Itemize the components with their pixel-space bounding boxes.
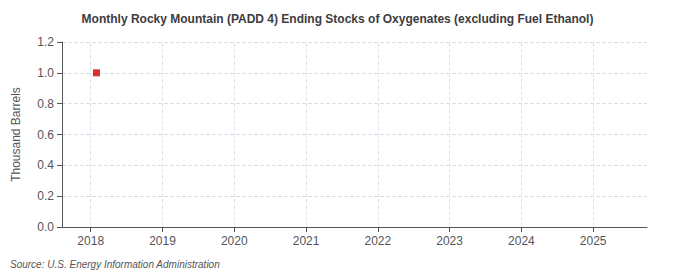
svg-text:Thousand Barrels: Thousand Barrels bbox=[9, 87, 23, 182]
svg-text:2021: 2021 bbox=[293, 234, 320, 248]
svg-text:0.4: 0.4 bbox=[37, 158, 54, 172]
svg-text:0.2: 0.2 bbox=[37, 189, 54, 203]
svg-text:0.6: 0.6 bbox=[37, 128, 54, 142]
svg-text:2018: 2018 bbox=[77, 234, 104, 248]
svg-text:2020: 2020 bbox=[221, 234, 248, 248]
svg-text:1.2: 1.2 bbox=[37, 35, 54, 49]
svg-text:1.0: 1.0 bbox=[37, 66, 54, 80]
svg-text:0.8: 0.8 bbox=[37, 97, 54, 111]
svg-text:2022: 2022 bbox=[364, 234, 391, 248]
svg-text:2025: 2025 bbox=[580, 234, 607, 248]
svg-text:0.0: 0.0 bbox=[37, 220, 54, 234]
svg-text:Monthly Rocky Mountain (PADD 4: Monthly Rocky Mountain (PADD 4) Ending S… bbox=[82, 12, 594, 26]
svg-text:Source: U.S. Energy Informatio: Source: U.S. Energy Information Administ… bbox=[10, 259, 220, 270]
svg-text:2023: 2023 bbox=[436, 234, 463, 248]
svg-text:2024: 2024 bbox=[508, 234, 535, 248]
svg-text:2019: 2019 bbox=[149, 234, 176, 248]
